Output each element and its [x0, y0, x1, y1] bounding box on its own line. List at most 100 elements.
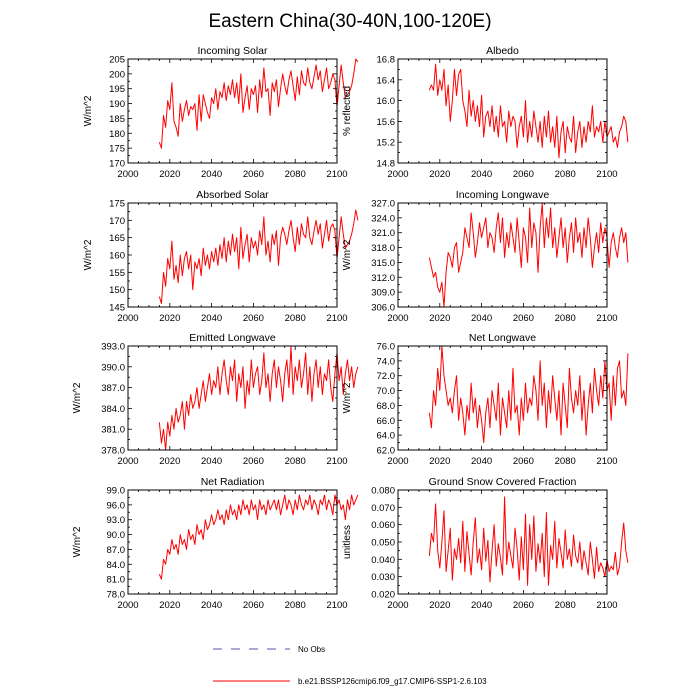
chart-emitted-longwave-y-tick-label: 381.0 — [101, 425, 125, 436]
chart-incoming-longwave-y-tick-label: 312.0 — [371, 273, 395, 284]
chart-incoming-longwave-x-tick-label: 2000 — [387, 313, 408, 324]
chart-incoming-longwave-y-tick-label: 321.0 — [371, 228, 395, 239]
chart-absorbed-solar-y-tick-label: 150 — [109, 285, 125, 296]
chart-emitted-longwave-x-tick-label: 2020 — [159, 456, 180, 467]
chart-incoming-solar-y-tick-label: 190 — [109, 99, 125, 110]
chart-ground-snow-covered-fraction-y-tick-label: 0.040 — [371, 555, 395, 566]
chart-ground-snow-covered-fraction-title: Ground Snow Covered Fraction — [429, 476, 577, 488]
chart-net-longwave-x-tick-label: 2020 — [429, 456, 450, 467]
chart-incoming-solar-x-tick-label: 2060 — [243, 169, 264, 180]
chart-ground-snow-covered-fraction-y-label: unitless — [342, 525, 353, 559]
chart-incoming-solar-y-tick-label: 180 — [109, 129, 125, 140]
chart-net-radiation-y-tick-label: 84.0 — [107, 560, 126, 571]
chart-incoming-longwave-title: Incoming Longwave — [456, 189, 550, 201]
chart-absorbed-solar-y-tick-label: 165 — [109, 233, 125, 244]
chart-incoming-solar-y-tick-label: 170 — [109, 159, 125, 170]
chart-incoming-longwave-y-tick-label: 309.0 — [371, 288, 395, 299]
chart-net-longwave-y-tick-label: 62.0 — [377, 446, 396, 457]
chart-ground-snow-covered-fraction-y-tick-label: 0.060 — [371, 520, 395, 531]
legend: No Obs b.e21.BSSP126cmip6.f09_g17.CMIP6-… — [213, 645, 487, 686]
chart-ground-snow-covered-fraction-series-line — [428, 496, 629, 586]
chart-absorbed-solar-x-tick-label: 2040 — [201, 313, 222, 324]
chart-albedo-y-tick-label: 14.8 — [377, 159, 396, 170]
chart-net-radiation-y-tick-label: 96.0 — [107, 500, 126, 511]
chart-ground-snow-covered-fraction-x-tick-label: 2040 — [471, 600, 492, 611]
chart-incoming-longwave-y-tick-label: 327.0 — [371, 199, 395, 210]
chart-net-radiation-x-tick-label: 2020 — [159, 600, 180, 611]
chart-emitted-longwave-series-line — [158, 345, 359, 451]
chart-net-longwave-y-tick-label: 76.0 — [377, 342, 396, 353]
chart-absorbed-solar-series-line — [158, 209, 359, 305]
chart-net-radiation-y-tick-label: 78.0 — [107, 590, 126, 601]
chart-incoming-solar-y-tick-label: 195 — [109, 84, 125, 95]
chart-emitted-longwave-x-tick-label: 2080 — [285, 456, 306, 467]
panels: Incoming Solar 2000 2020 2040 2060 2080 2100 17… — [72, 45, 629, 611]
chart-emitted-longwave-x-tick-label: 2100 — [326, 456, 347, 467]
chart-incoming-solar-y-tick-label: 175 — [109, 144, 125, 155]
chart-absorbed-solar-x-tick-label: 2100 — [326, 313, 347, 324]
chart-incoming-longwave-x-tick-label: 2040 — [471, 313, 492, 324]
chart-incoming-longwave-y-tick-label: 306.0 — [371, 303, 395, 314]
chart-incoming-longwave: Incoming Longwave 2000 2020 2040 2060 2080 210… — [342, 189, 629, 324]
chart-net-radiation-title: Net Radiation — [201, 476, 265, 488]
figure-title: Eastern China(30-40N,100-120E) — [208, 11, 491, 32]
chart-emitted-longwave-y-tick-label: 378.0 — [101, 446, 125, 457]
chart-net-longwave-y-tick-label: 74.0 — [377, 356, 396, 367]
chart-absorbed-solar-x-tick-label: 2080 — [285, 313, 306, 324]
chart-albedo-y-tick-label: 16.0 — [377, 96, 396, 107]
chart-absorbed-solar: Absorbed Solar 2000 2020 2040 2060 2080 2100 14… — [83, 189, 359, 324]
chart-incoming-longwave-x-tick-label: 2060 — [513, 313, 534, 324]
chart-incoming-solar: Incoming Solar 2000 2020 2040 2060 2080 2100 17… — [83, 45, 359, 180]
chart-net-radiation: Net Radiation 2000 2020 2040 2060 2080 2100 78.… — [72, 476, 359, 611]
chart-net-longwave-x-tick-label: 2040 — [471, 456, 492, 467]
chart-emitted-longwave-y-tick-label: 384.0 — [101, 404, 125, 415]
chart-net-longwave: Net Longwave 2000 2020 2040 2060 2080 2100 62.0… — [342, 332, 629, 467]
chart-incoming-solar-y-label: W/m^2 — [83, 95, 94, 126]
chart-incoming-longwave-y-tick-label: 315.0 — [371, 258, 395, 269]
chart-net-longwave-y-tick-label: 68.0 — [377, 401, 396, 412]
chart-net-longwave-y-tick-label: 66.0 — [377, 416, 396, 427]
chart-incoming-solar-x-tick-label: 2040 — [201, 169, 222, 180]
chart-incoming-solar-x-tick-label: 2000 — [117, 169, 138, 180]
chart-albedo-x-tick-label: 2020 — [429, 169, 450, 180]
chart-net-radiation-x-tick-label: 2000 — [117, 600, 138, 611]
chart-ground-snow-covered-fraction-x-tick-label: 2020 — [429, 600, 450, 611]
chart-ground-snow-covered-fraction-y-tick-label: 0.080 — [371, 486, 395, 497]
chart-net-longwave-y-tick-label: 72.0 — [377, 371, 396, 382]
chart-incoming-solar-title: Incoming Solar — [197, 45, 268, 57]
chart-absorbed-solar-y-tick-label: 155 — [109, 268, 125, 279]
chart-albedo-y-tick-label: 15.2 — [377, 138, 396, 149]
chart-albedo-title: Albedo — [486, 45, 519, 57]
chart-net-radiation-x-tick-label: 2080 — [285, 600, 306, 611]
chart-incoming-solar-x-tick-label: 2020 — [159, 169, 180, 180]
chart-absorbed-solar-y-tick-label: 160 — [109, 251, 125, 262]
chart-ground-snow-covered-fraction-y-tick-label: 0.050 — [371, 538, 395, 549]
chart-emitted-longwave-y-label: W/m^2 — [72, 382, 83, 413]
chart-emitted-longwave-x-tick-label: 2000 — [117, 456, 138, 467]
chart-incoming-solar-x-tick-label: 2100 — [326, 169, 347, 180]
chart-albedo-y-tick-label: 16.4 — [377, 75, 396, 86]
chart-incoming-longwave-y-tick-label: 324.0 — [371, 213, 395, 224]
chart-ground-snow-covered-fraction-x-tick-label: 2000 — [387, 600, 408, 611]
chart-emitted-longwave-x-tick-label: 2060 — [243, 456, 264, 467]
chart-albedo-series-line — [428, 63, 629, 159]
chart-albedo-x-tick-label: 2060 — [513, 169, 534, 180]
chart-net-longwave-title: Net Longwave — [469, 332, 536, 344]
chart-emitted-longwave-x-tick-label: 2040 — [201, 456, 222, 467]
chart-incoming-longwave-x-tick-label: 2080 — [555, 313, 576, 324]
chart-incoming-solar-y-tick-label: 185 — [109, 114, 125, 125]
chart-albedo-y-label: % reflected — [342, 86, 353, 136]
chart-net-radiation-y-tick-label: 81.0 — [107, 575, 126, 586]
chart-ground-snow-covered-fraction-y-tick-label: 0.020 — [371, 590, 395, 601]
chart-albedo-y-tick-label: 15.6 — [377, 117, 396, 128]
chart-net-radiation-y-tick-label: 93.0 — [107, 515, 126, 526]
chart-incoming-solar-x-tick-label: 2080 — [285, 169, 306, 180]
chart-incoming-longwave-series-line — [428, 202, 629, 308]
chart-net-longwave-x-tick-label: 2080 — [555, 456, 576, 467]
chart-net-longwave-series-line — [428, 345, 629, 444]
chart-net-longwave-x-tick-label: 2060 — [513, 456, 534, 467]
chart-albedo-x-tick-label: 2080 — [555, 169, 576, 180]
chart-emitted-longwave-y-tick-label: 387.0 — [101, 383, 125, 394]
